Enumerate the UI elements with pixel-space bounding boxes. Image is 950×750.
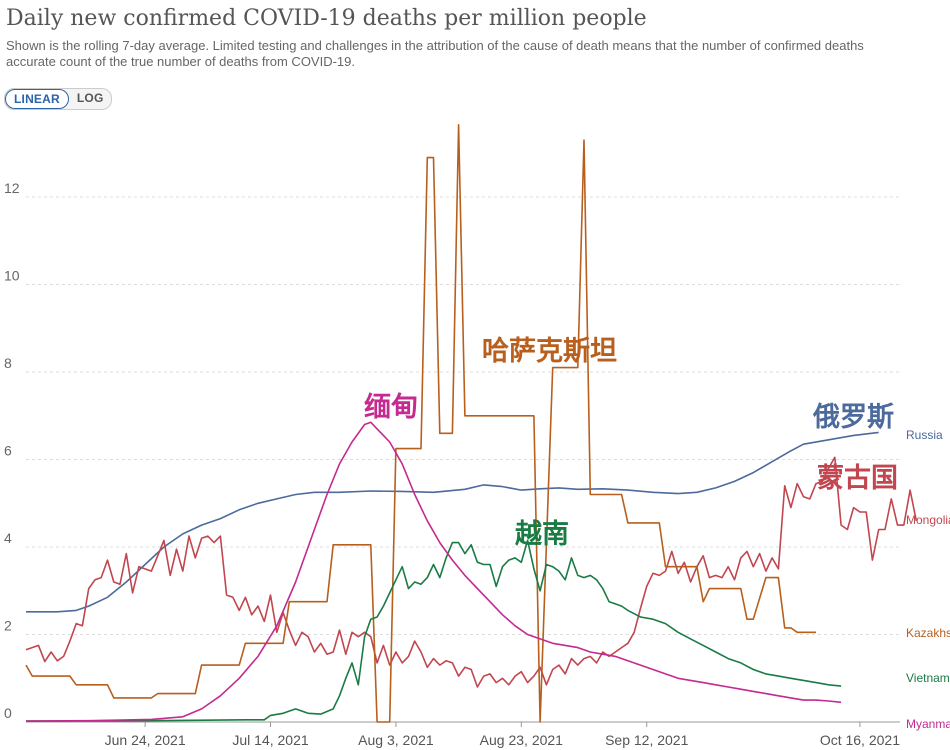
log-scale-button[interactable]: LOG: [76, 91, 104, 105]
series-line-kazakhstan: [25, 124, 816, 723]
chart-title: Daily new confirmed COVID-19 deaths per …: [6, 6, 647, 31]
annotation-russia: 俄罗斯: [812, 402, 894, 432]
series-end-label-mongolia: Mongolia: [906, 513, 950, 527]
annotation-kazakhstan: 哈萨克斯坦: [482, 335, 617, 366]
series-end-label-vietnam: Vietnam: [906, 671, 950, 685]
x-tick-label: Jul 14, 2021: [232, 732, 308, 748]
annotation-vietnam: 越南: [515, 519, 569, 549]
y-tick-label: 12: [4, 180, 20, 196]
subtitle-line-2: accurate count of the true number of dea…: [6, 54, 356, 69]
series-line-vietnam: [25, 539, 842, 722]
y-tick-label: 0: [4, 705, 12, 721]
linear-scale-button[interactable]: LINEAR: [5, 89, 69, 109]
y-tick-label: 2: [4, 618, 12, 634]
y-tick-label: 4: [4, 530, 12, 546]
x-tick-label: Jun 24, 2021: [105, 732, 186, 748]
series-line-mongolia: [25, 456, 918, 688]
x-tick-label: Aug 3, 2021: [358, 732, 434, 748]
y-tick-label: 8: [4, 355, 12, 371]
x-tick-label: Aug 23, 2021: [480, 732, 564, 748]
series-line-myanmar: [25, 421, 842, 722]
annotation-mongolia: 蒙古国: [817, 463, 898, 493]
x-tick-label: Sep 12, 2021: [605, 732, 689, 748]
scale-toggle: LINEAR LOG: [4, 88, 113, 110]
x-tick-label: Oct 16, 2021: [820, 732, 900, 748]
series-line-russia: [26, 431, 879, 613]
series-end-label-kazakhstan: Kazakhstan: [906, 626, 950, 640]
chart-subtitle: Shown is the rolling 7-day average. Limi…: [6, 38, 950, 70]
y-tick-label: 10: [4, 268, 20, 284]
series-end-label-russia: Russia: [906, 428, 943, 442]
y-tick-label: 6: [4, 443, 12, 459]
subtitle-line-1: Shown is the rolling 7-day average. Limi…: [6, 38, 864, 53]
series-end-label-myanmar: Myanmar: [906, 717, 950, 731]
annotation-myanmar: 缅甸: [364, 392, 418, 422]
